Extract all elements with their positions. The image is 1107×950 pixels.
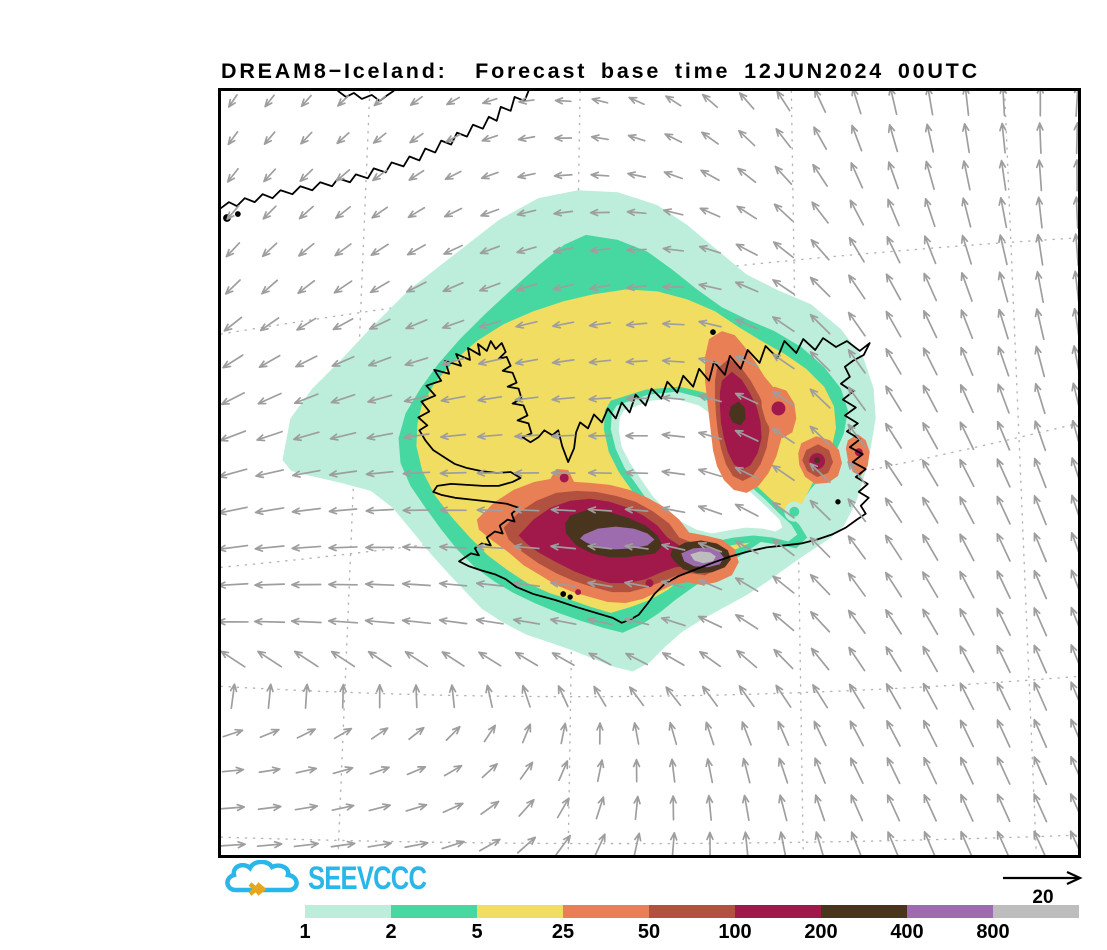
- coast-island: [234, 211, 241, 217]
- clear-air-hole: [618, 398, 783, 534]
- colorbar-tick-label: 400: [890, 921, 924, 943]
- colorbar-tick-label: 800: [976, 921, 1010, 943]
- iceland-coastline: [417, 337, 871, 624]
- dust-contour-level-800-core: [690, 551, 716, 564]
- dust-contour-level-200-northeast: [728, 401, 746, 426]
- map-frame: [218, 88, 1081, 858]
- dust-contour-level-200-east-b: [814, 457, 821, 464]
- colorbar-labels: 1 2 5 25 50 100 200 400 800: [299, 921, 1079, 945]
- dust-dot-100: [559, 473, 569, 483]
- colorbar-tick-label: 25: [551, 921, 575, 943]
- parallel-line: [221, 834, 1078, 845]
- dust-concentration-contours: [282, 190, 876, 672]
- dust-contour-level-400-south-a: [580, 526, 655, 550]
- wind-arrows: [221, 91, 1078, 855]
- colorbar-segment: [391, 905, 477, 918]
- colorbar-tick-label: 5: [471, 921, 483, 943]
- colorbar-tick-label: 200: [804, 921, 838, 943]
- colorbar-segments: [305, 905, 1079, 918]
- dust-contour-level-100-east-a: [771, 401, 786, 416]
- title-line-1: DREAM8−Iceland: Forecast base time 12JUN…: [221, 59, 980, 83]
- forecast-map: [221, 91, 1078, 855]
- colorbar: 1 2 5 25 50 100 200 400 800: [299, 905, 1079, 945]
- seevccc-logo: SEEVCCC: [218, 859, 456, 897]
- colorbar-tick-label: 2: [385, 921, 397, 943]
- small-dust-spot-green: [789, 506, 800, 517]
- greenland-coastline: [221, 91, 530, 209]
- dust-dot-100: [575, 589, 582, 596]
- meridian-line: [1003, 91, 1038, 855]
- wind-reference-legend: 20: [1000, 869, 1086, 909]
- colorbar-segment: [993, 905, 1079, 918]
- colorbar-tick-label: 1: [299, 921, 311, 943]
- wind-reference-value: 20: [1032, 887, 1054, 908]
- colorbar-segment: [821, 905, 907, 918]
- colorbar-segment: [305, 905, 391, 918]
- reference-arrow-icon: [1003, 871, 1083, 885]
- colorbar-segment: [649, 905, 735, 918]
- cloud-icon: [225, 860, 299, 896]
- logo-text: SEEVCCC: [308, 859, 427, 896]
- parallel-line: [221, 675, 1078, 698]
- colorbar-segment: [477, 905, 563, 918]
- colorbar-segment: [563, 905, 649, 918]
- colorbar-tick-label: 50: [637, 921, 661, 943]
- colorbar-segment: [735, 905, 821, 918]
- coast-island: [710, 329, 716, 335]
- colorbar-segment: [907, 905, 993, 918]
- colorbar-tick-label: 100: [718, 921, 752, 943]
- coast-island: [567, 594, 573, 600]
- coast-island: [560, 591, 567, 597]
- coast-island: [835, 499, 841, 505]
- wind-arrow-field: [221, 91, 1078, 855]
- dust-dot-100: [645, 579, 654, 588]
